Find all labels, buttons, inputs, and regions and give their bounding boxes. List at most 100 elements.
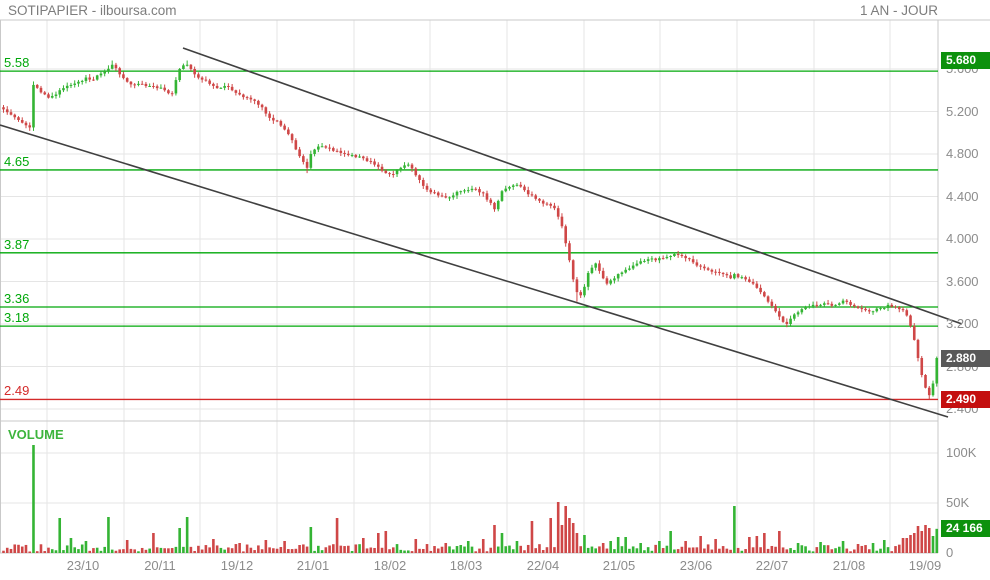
volume-bar: [313, 550, 316, 553]
volume-bar: [721, 546, 725, 553]
last-price-badge: 2.880: [941, 349, 990, 367]
candle-body: [703, 266, 706, 269]
volume-tick-label: 50K: [946, 495, 970, 510]
volume-bar: [152, 533, 155, 553]
candle-body: [901, 309, 905, 311]
volume-bar: [249, 547, 253, 553]
volume-bar: [167, 548, 170, 553]
candle-body: [744, 277, 747, 280]
volume-bar: [298, 544, 301, 553]
volume-bar: [646, 547, 650, 553]
level-label: 5.58: [4, 55, 30, 71]
volume-bar: [598, 546, 601, 553]
candle-body: [695, 262, 699, 266]
volume-bar: [466, 541, 470, 553]
volume-bar: [391, 547, 395, 553]
candle-body: [852, 304, 856, 307]
volume-bar: [485, 551, 489, 553]
volume-bar: [882, 540, 886, 553]
candle-body: [208, 80, 211, 84]
candle-body: [478, 189, 481, 193]
candle-body: [380, 166, 384, 171]
volume-bar: [504, 546, 508, 553]
volume-bar: [373, 547, 376, 553]
candle-body: [924, 375, 927, 388]
year-high-badge: 5.680: [941, 52, 990, 69]
candle-body: [328, 147, 331, 149]
volume-bar: [571, 523, 575, 553]
candle-body: [13, 114, 17, 118]
volume-bar: [204, 545, 208, 553]
candle-body: [189, 64, 193, 69]
volume-bar: [212, 539, 215, 553]
candle-body: [778, 311, 781, 317]
candle-body: [302, 156, 305, 162]
candle-body: [658, 258, 661, 261]
volume-bar: [69, 538, 73, 553]
volume-bar: [219, 547, 223, 553]
candle-body: [114, 64, 118, 69]
candle-body: [107, 68, 110, 72]
candle-body: [819, 304, 822, 306]
volume-bar: [399, 549, 403, 553]
volume-bar: [508, 545, 511, 553]
volume-bar: [410, 551, 414, 553]
volume-bar: [238, 543, 241, 553]
candle-body: [751, 281, 755, 284]
volume-bar: [751, 547, 755, 553]
volume-bar: [294, 548, 298, 553]
volume-bar: [534, 548, 538, 553]
candle-body: [332, 148, 335, 151]
candle-body: [369, 161, 373, 163]
candle-body: [691, 259, 695, 263]
candle-body: [152, 86, 155, 87]
candle-body: [789, 318, 792, 324]
candle-body: [264, 107, 268, 114]
candle-body: [410, 164, 414, 169]
candle-body: [575, 279, 579, 293]
volume-bar: [384, 531, 388, 553]
volume-bar: [838, 546, 841, 553]
volume-bar: [800, 545, 804, 553]
volume-bar: [197, 545, 200, 553]
candle-body: [864, 308, 867, 311]
volume-bar: [834, 548, 837, 553]
candle-body: [163, 87, 166, 91]
volume-bar: [17, 544, 20, 553]
volume-bar: [643, 550, 646, 553]
volume-bar: [84, 541, 88, 553]
volume-bar: [451, 549, 455, 553]
candle-body: [699, 265, 702, 267]
candle-body: [80, 80, 84, 82]
candle-body: [755, 283, 759, 288]
candle-body: [448, 197, 451, 199]
volume-bar: [470, 546, 474, 553]
volume-bar: [864, 545, 867, 553]
volume-bar: [744, 549, 747, 553]
candle-body: [598, 263, 601, 271]
candle-body: [643, 260, 646, 262]
candle-body: [395, 170, 399, 175]
candle-body: [35, 84, 39, 88]
volume-bar: [245, 544, 249, 553]
candle-body: [317, 146, 320, 150]
volume-bar: [613, 549, 616, 553]
candle-body: [305, 161, 309, 168]
volume-bar: [193, 550, 196, 553]
date-tick-label: 18/03: [449, 558, 483, 573]
volume-bar: [778, 531, 781, 553]
candle-body: [890, 304, 894, 307]
date-tick-label: 23/06: [679, 558, 713, 573]
volume-bar: [605, 548, 609, 553]
candle-body: [526, 190, 530, 195]
candle-body: [860, 308, 864, 310]
candle-body: [882, 308, 886, 310]
candle-body: [459, 191, 463, 193]
candle-body: [309, 154, 313, 168]
candle-body: [88, 77, 92, 80]
volume-bar: [347, 545, 350, 553]
volume-bar: [684, 541, 687, 553]
date-tick-label: 23/10: [66, 558, 100, 573]
candle-body: [350, 154, 354, 156]
